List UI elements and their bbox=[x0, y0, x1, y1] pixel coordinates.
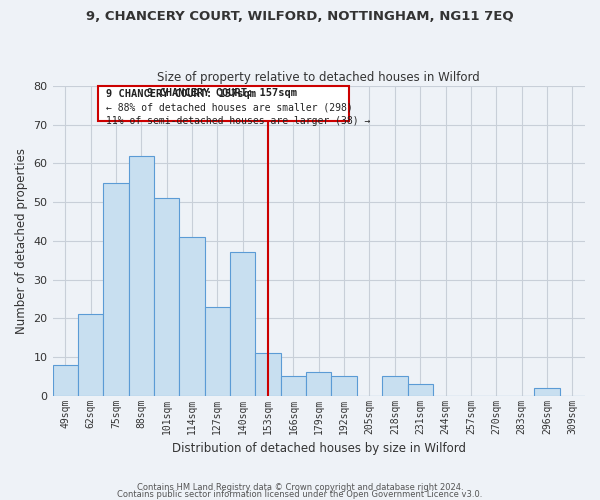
Text: 9 CHANCERY COURT: 157sqm: 9 CHANCERY COURT: 157sqm bbox=[106, 89, 256, 99]
Bar bbox=[103, 183, 128, 396]
Bar bbox=[78, 314, 103, 396]
Bar bbox=[281, 376, 306, 396]
Bar bbox=[179, 237, 205, 396]
Text: Contains HM Land Registry data © Crown copyright and database right 2024.: Contains HM Land Registry data © Crown c… bbox=[137, 484, 463, 492]
Bar bbox=[407, 384, 433, 396]
Text: 9, CHANCERY COURT, WILFORD, NOTTINGHAM, NG11 7EQ: 9, CHANCERY COURT, WILFORD, NOTTINGHAM, … bbox=[86, 10, 514, 23]
Bar bbox=[154, 198, 179, 396]
Text: ← 88% of detached houses are smaller (298): ← 88% of detached houses are smaller (29… bbox=[106, 102, 353, 113]
Title: Size of property relative to detached houses in Wilford: Size of property relative to detached ho… bbox=[157, 70, 480, 84]
Bar bbox=[230, 252, 256, 396]
Bar bbox=[382, 376, 407, 396]
Bar bbox=[534, 388, 560, 396]
Text: 11% of semi-detached houses are larger (38) →: 11% of semi-detached houses are larger (… bbox=[106, 116, 370, 126]
Bar bbox=[205, 306, 230, 396]
Bar bbox=[53, 364, 78, 396]
Y-axis label: Number of detached properties: Number of detached properties bbox=[15, 148, 28, 334]
Bar bbox=[98, 86, 349, 121]
Text: 9 CHANCERY COURT: 157sqm: 9 CHANCERY COURT: 157sqm bbox=[148, 88, 298, 98]
Bar bbox=[256, 353, 281, 396]
Bar bbox=[331, 376, 357, 396]
Bar bbox=[306, 372, 331, 396]
Text: Contains public sector information licensed under the Open Government Licence v3: Contains public sector information licen… bbox=[118, 490, 482, 499]
X-axis label: Distribution of detached houses by size in Wilford: Distribution of detached houses by size … bbox=[172, 442, 466, 455]
Bar bbox=[128, 156, 154, 396]
